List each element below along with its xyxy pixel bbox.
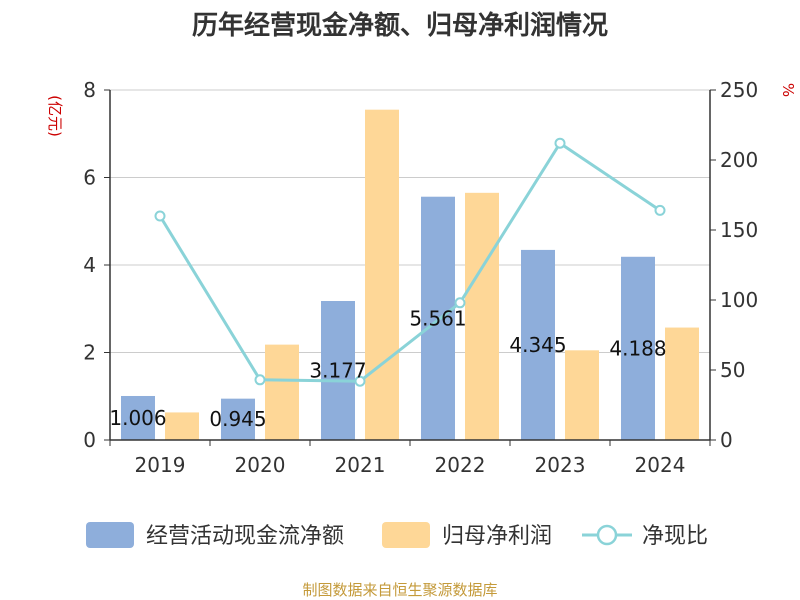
ratio-point — [654, 204, 666, 216]
data-label-cash-flow: 5.561 — [409, 306, 466, 330]
right-tick-label: 100 — [720, 288, 758, 312]
ratio-point — [454, 297, 466, 309]
bar-cash-flow — [521, 249, 555, 440]
left-tick-label: 6 — [83, 166, 96, 190]
bar-net-profit — [565, 350, 599, 440]
legend-swatch-cash-flow — [86, 522, 134, 548]
source-note: 制图数据来自恒生聚源数据库 — [302, 581, 497, 599]
left-tick-label: 8 — [83, 78, 96, 102]
bar-cash-flow — [221, 398, 255, 440]
ratio-point — [154, 210, 166, 222]
bar-net-profit — [265, 344, 299, 440]
legend-label-cash-flow: 经营活动现金流净额 — [146, 524, 344, 549]
legend-label-ratio: 净现比 — [642, 524, 708, 549]
right-tick-label: 200 — [720, 148, 758, 172]
category-label: 2022 — [435, 453, 486, 477]
category-label: 2023 — [535, 453, 586, 477]
ratio-point — [354, 375, 366, 387]
left-tick-label: 4 — [83, 253, 96, 277]
grid-lines — [110, 89, 710, 353]
data-label-cash-flow: 0.945 — [209, 407, 266, 431]
bar-net-profit — [165, 412, 199, 440]
left-tick-label: 2 — [83, 341, 96, 365]
category-label: 2020 — [235, 453, 286, 477]
bar-cash-flow — [321, 301, 355, 440]
right-tick-label: 0 — [720, 428, 733, 452]
left-tick-label: 0 — [83, 428, 96, 452]
category-label: 2021 — [335, 453, 386, 477]
ratio-line-path — [158, 141, 661, 383]
bars — [121, 109, 699, 440]
legend: 经营活动现金流净额 归母净利润 净现比 — [86, 522, 708, 549]
axes — [104, 89, 716, 446]
right-tick-label: 50 — [720, 358, 745, 382]
bar-net-profit — [665, 327, 699, 440]
data-label-cash-flow: 1.006 — [109, 406, 166, 430]
chart-title: 历年经营现金净额、归母净利润情况 — [192, 10, 608, 41]
tick-labels: 0 2 4 6 8 0 50 100 150 200 250 2019 2020 2021 2022 2023… — [83, 78, 758, 477]
category-label: 2024 — [635, 453, 686, 477]
right-axis-unit: % — [779, 83, 797, 97]
bar-net-profit — [365, 109, 399, 440]
data-label-cash-flow: 4.188 — [609, 336, 666, 360]
data-label-cash-flow: 4.345 — [509, 333, 566, 357]
bar-cash-flow — [121, 395, 155, 440]
bar-net-profit — [465, 192, 499, 440]
legend-swatch-ratio-marker — [596, 524, 618, 546]
data-label-cash-flow: 3.177 — [309, 359, 366, 383]
ratio-point — [554, 137, 566, 149]
legend-label-net-profit: 归母净利润 — [442, 524, 552, 549]
left-axis-unit: (亿元) — [46, 95, 64, 137]
category-label: 2019 — [135, 453, 186, 477]
ratio-point — [254, 374, 266, 386]
ratio-line — [154, 137, 666, 387]
bar-cash-flow — [621, 256, 655, 440]
right-tick-label: 150 — [720, 218, 758, 242]
data-labels: 1.006 0.945 3.177 5.561 4.345 4.188 — [109, 306, 666, 431]
legend-swatch-net-profit — [382, 522, 430, 548]
right-tick-label: 250 — [720, 78, 758, 102]
